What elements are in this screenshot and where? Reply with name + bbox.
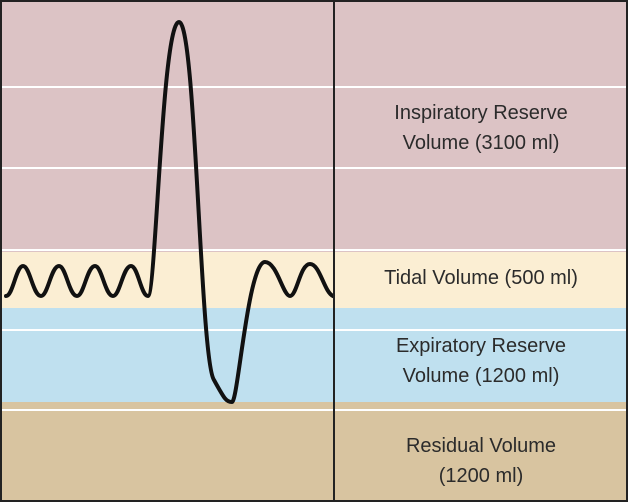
label-expiratory-reserve-volume: Expiratory Reserve Volume (1200 ml) (395, 335, 567, 387)
label-inspiratory-reserve-volume: Inspiratory Reserve Volume (3100 ml) (394, 102, 568, 154)
label-tidal-volume: Tidal Volume (500 ml) (384, 267, 578, 289)
zone-band-residual-volume (0, 402, 628, 502)
gridlines (2, 86, 626, 411)
label-residual-volume: Residual Volume (1200 ml) (405, 435, 557, 487)
zone-band-expiratory-reserve (0, 308, 628, 402)
breathing-waveform (4, 20, 335, 404)
zone-band-inspiratory-reserve (0, 0, 628, 252)
